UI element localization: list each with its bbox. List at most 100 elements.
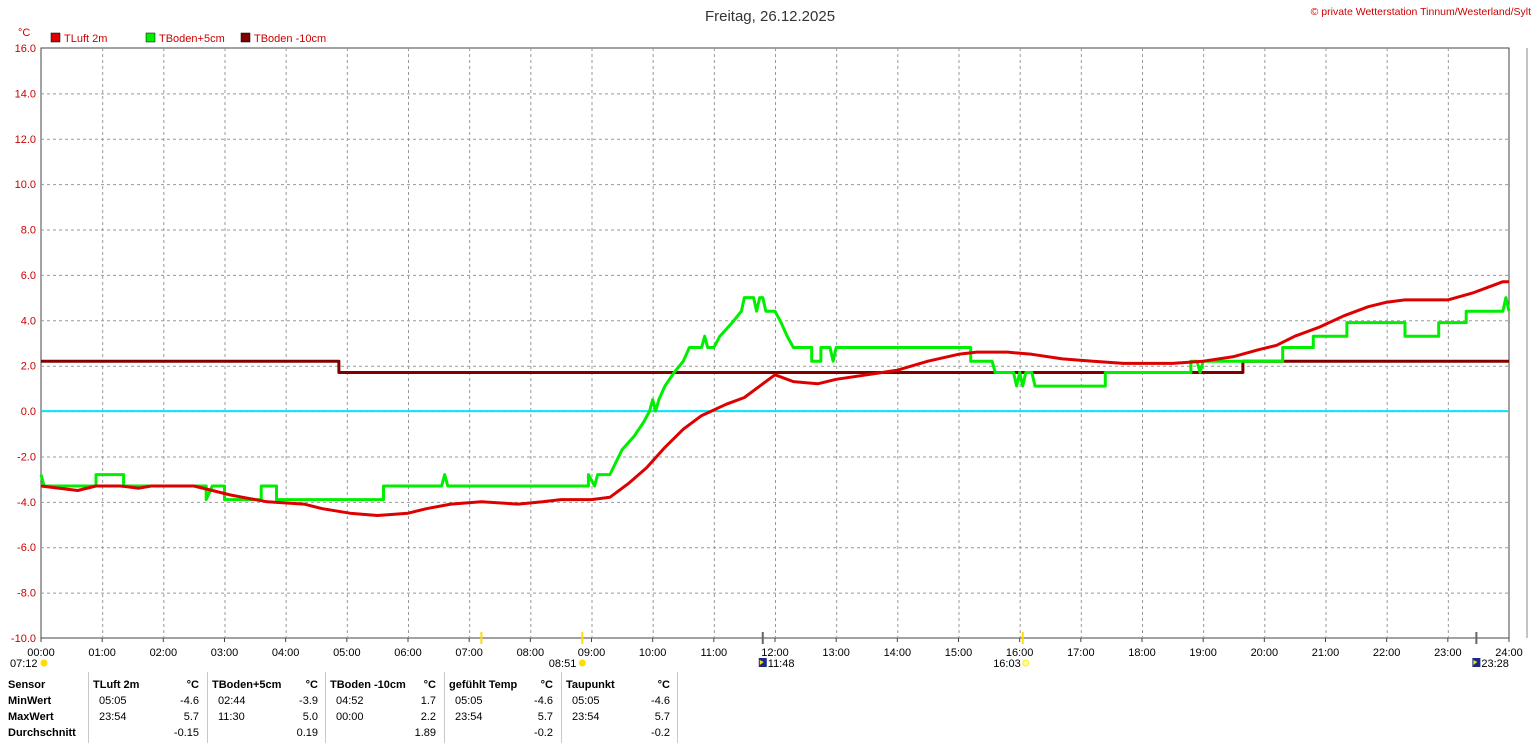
y-tick-label: -10.0: [11, 633, 36, 645]
moon-event-time: 08:51: [549, 658, 577, 670]
y-tick-label: 8.0: [21, 225, 36, 237]
min-time: 04:52: [336, 695, 364, 707]
min-time: 05:05: [572, 695, 600, 707]
moon-icon-glyph: [759, 660, 764, 665]
y-tick-label: 0.0: [21, 406, 36, 418]
average-value: -0.15: [173, 727, 199, 739]
x-tick-label: 07:00: [455, 647, 483, 659]
average-value: -0.2: [651, 727, 670, 739]
x-tick-label: 02:00: [150, 647, 178, 659]
sunset-time: 16:03: [993, 658, 1021, 670]
y-tick-label: 2.0: [21, 361, 36, 373]
sensor-unit: °C: [186, 679, 199, 691]
y-tick-label: -8.0: [17, 588, 36, 600]
legend: TLuft 2m TBoden+5cm TBoden -10cm: [50, 32, 326, 45]
x-tick-label: 01:00: [88, 647, 116, 659]
x-tick-label: 11:00: [700, 647, 727, 659]
x-tick-label: 04:00: [272, 647, 300, 659]
sunrise-time: 07:12: [10, 658, 38, 670]
series-tluft-2m: [40, 280, 1509, 517]
column-divider: [325, 672, 326, 743]
row-label: Sensor: [8, 679, 46, 691]
sensor-name: gefühlt Temp: [449, 679, 518, 691]
min-value: -4.6: [180, 695, 199, 707]
x-tick-label: 22:00: [1373, 647, 1401, 659]
sensor-name: TBoden+5cm: [212, 679, 282, 691]
y-tick-label: -4.0: [17, 497, 36, 509]
temperature-chart: Freitag, 26.12.2025 © private Wetterstat…: [10, 6, 1531, 670]
legend-label: TBoden -10cm: [254, 33, 326, 45]
row-label: MinWert: [8, 695, 52, 707]
column-divider: [444, 672, 445, 743]
y-axis: 16.0 14.0 12.0 10.0 8.0 6.0 4.0 2.0 0.0 -2.0 -4.0 -…: [11, 43, 1528, 645]
x-tick-label: 12:00: [761, 647, 789, 659]
x-tick-label: 21:00: [1312, 647, 1340, 659]
x-tick-label: 14:00: [884, 647, 912, 659]
column-divider: [88, 672, 89, 743]
legend-label: TBoden+5cm: [159, 33, 225, 45]
min-time: 02:44: [218, 695, 246, 707]
astro-annotations: 07:12 16:03 08:51 11:48 23:28: [10, 632, 1509, 670]
series-tboden-10cm: [41, 359, 1509, 374]
max-time: 23:54: [99, 711, 127, 723]
max-time: 00:00: [336, 711, 364, 723]
x-tick-label: 00:00: [27, 647, 55, 659]
chart-title: Freitag, 26.12.2025: [705, 8, 835, 25]
x-axis: 00:00 01:00 02:00 03:00 04:00 05:00 06:00 07:00…: [27, 638, 1523, 659]
y-tick-label: 10.0: [15, 179, 36, 191]
y-tick-label: 12.0: [15, 134, 36, 146]
max-value: 2.2: [420, 711, 436, 723]
max-time: 23:54: [572, 711, 600, 723]
legend-swatch: [240, 32, 251, 43]
x-tick-label: 10:00: [639, 647, 667, 659]
sensor-unit: °C: [423, 679, 436, 691]
max-value: 5.7: [537, 711, 553, 723]
series-tboden-5cm: [39, 296, 1511, 502]
x-tick-label: 24:00: [1495, 647, 1523, 659]
x-tick-label: 06:00: [394, 647, 422, 659]
sensor-unit: °C: [657, 679, 670, 691]
y-tick-label: -2.0: [17, 451, 36, 463]
sensor-name: TBoden -10cm: [330, 679, 406, 691]
legend-swatch: [50, 32, 61, 43]
moon-event-time: 11:48: [768, 658, 795, 670]
max-time: 23:54: [455, 711, 483, 723]
x-tick-label: 13:00: [822, 647, 850, 659]
max-value: 5.7: [654, 711, 670, 723]
series-group: [39, 280, 1511, 517]
sensor-unit: °C: [540, 679, 553, 691]
x-tick-label: 17:00: [1067, 647, 1095, 659]
average-value: 1.89: [414, 727, 436, 739]
grid: [40, 47, 1510, 639]
x-tick-label: 09:00: [578, 647, 606, 659]
statistics-table: Sensor MinWert MaxWert Durchschnitt TLuft 2m…: [0, 672, 680, 743]
min-value: -4.6: [651, 695, 670, 707]
max-value: 5.7: [183, 711, 199, 723]
legend-label: TLuft 2m: [64, 33, 107, 45]
sunset-icon: [1022, 659, 1030, 667]
x-tick-label: 19:00: [1189, 647, 1217, 659]
y-tick-label: 4.0: [21, 315, 36, 327]
y-tick-label: 16.0: [15, 43, 36, 55]
min-time: 05:05: [455, 695, 483, 707]
moon-icon-glyph: [1473, 660, 1478, 665]
min-value: -3.9: [299, 695, 318, 707]
x-tick-label: 20:00: [1251, 647, 1279, 659]
moon-icon: [578, 659, 586, 667]
y-tick-label: 6.0: [21, 270, 36, 282]
sensor-unit: °C: [305, 679, 318, 691]
x-tick-label: 16:00: [1006, 647, 1034, 659]
y-tick-label: -6.0: [17, 542, 36, 554]
x-tick-label: 05:00: [333, 647, 361, 659]
min-value: -4.6: [534, 695, 553, 707]
x-tick-label: 03:00: [211, 647, 239, 659]
legend-swatch: [145, 32, 156, 43]
y-tick-label: 14.0: [15, 88, 36, 100]
sensor-name: TLuft 2m: [93, 679, 140, 691]
max-time: 11:30: [218, 711, 245, 723]
x-tick-label: 23:00: [1434, 647, 1462, 659]
x-tick-label: 15:00: [945, 647, 973, 659]
min-time: 05:05: [99, 695, 127, 707]
column-divider: [561, 672, 562, 743]
y-unit-label: °C: [18, 27, 30, 39]
